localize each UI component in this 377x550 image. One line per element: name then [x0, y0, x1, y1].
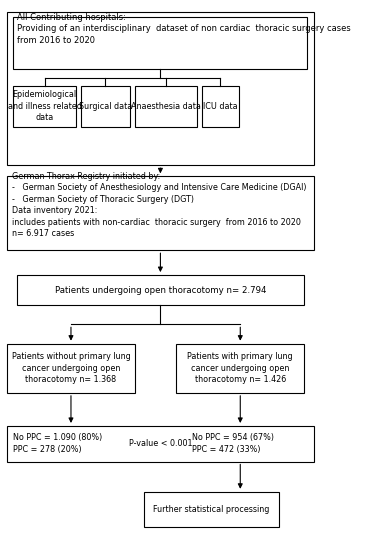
Bar — [176, 344, 304, 393]
Bar — [81, 86, 130, 127]
Text: Surgical data: Surgical data — [79, 102, 132, 111]
Text: German Thorax Registry initiated by:
-   German Society of Anesthesiology and In: German Thorax Registry initiated by: - G… — [12, 172, 307, 238]
Bar — [14, 17, 307, 69]
Text: P-value < 0.001: P-value < 0.001 — [129, 439, 192, 448]
Text: ICU data: ICU data — [203, 102, 238, 111]
Bar — [17, 275, 304, 305]
Text: All Contributing hospitals:
Providing of an interdisciplinary  dataset of non ca: All Contributing hospitals: Providing of… — [17, 13, 350, 45]
Bar — [7, 426, 314, 461]
Bar — [14, 86, 76, 127]
Text: Patients undergoing open thoracotomy n= 2.794: Patients undergoing open thoracotomy n= … — [55, 285, 266, 295]
Text: Further statistical processing: Further statistical processing — [153, 505, 270, 514]
Text: Patients with primary lung
cancer undergoing open
thoracotomy n= 1.426: Patients with primary lung cancer underg… — [187, 353, 293, 384]
Bar — [7, 176, 314, 250]
Bar — [7, 344, 135, 393]
Text: Anaesthesia data: Anaesthesia data — [131, 102, 201, 111]
Text: No PPC = 954 (67%)
PPC = 472 (33%): No PPC = 954 (67%) PPC = 472 (33%) — [192, 433, 274, 454]
Text: No PPC = 1.090 (80%)
PPC = 278 (20%): No PPC = 1.090 (80%) PPC = 278 (20%) — [14, 433, 103, 454]
Bar — [135, 86, 197, 127]
Bar — [144, 492, 279, 527]
Text: Epidemiological
and illness related
data: Epidemiological and illness related data — [8, 90, 81, 122]
Text: Patients without primary lung
cancer undergoing open
thoracotomy n= 1.368: Patients without primary lung cancer und… — [12, 353, 130, 384]
Bar — [202, 86, 239, 127]
Bar — [7, 12, 314, 166]
